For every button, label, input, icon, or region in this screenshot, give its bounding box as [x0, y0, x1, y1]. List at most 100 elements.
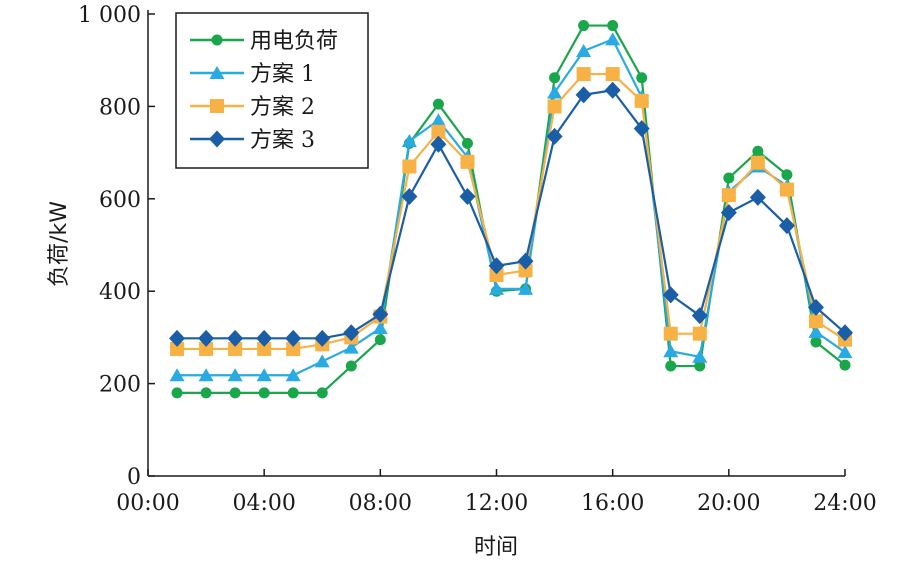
data-point — [604, 81, 621, 99]
data-point — [576, 67, 591, 82]
data-point — [663, 344, 679, 358]
x-tick-label: 24:00 — [813, 491, 876, 516]
data-point — [750, 155, 765, 170]
legend-item: 方案 2 — [190, 95, 315, 120]
data-point — [549, 72, 561, 84]
data-point — [489, 268, 504, 283]
data-point — [694, 360, 706, 372]
data-point — [605, 32, 621, 46]
data-point — [518, 263, 533, 278]
data-point — [314, 354, 330, 368]
data-point — [723, 172, 735, 184]
data-point — [198, 329, 215, 347]
data-point — [430, 113, 446, 127]
legend-label: 方案 2 — [250, 95, 315, 120]
data-point — [808, 314, 823, 329]
data-point — [518, 281, 534, 295]
data-point — [547, 99, 562, 114]
data-point — [343, 324, 360, 342]
x-tick-label: 08:00 — [349, 491, 412, 516]
legend-item: 方案 1 — [190, 62, 315, 87]
data-point — [402, 159, 417, 174]
data-point — [607, 20, 619, 32]
data-point — [720, 204, 737, 222]
data-point — [546, 127, 563, 145]
data-point — [258, 387, 270, 399]
y-tick-label: 600 — [99, 188, 141, 213]
data-point — [633, 120, 650, 138]
data-point — [634, 93, 649, 108]
data-point — [578, 20, 590, 32]
data-point — [778, 217, 795, 235]
series-3 — [170, 67, 852, 356]
data-point — [749, 188, 766, 206]
data-point — [810, 336, 822, 348]
data-point — [636, 72, 648, 84]
legend-label: 方案 3 — [250, 128, 315, 153]
data-point — [839, 359, 851, 371]
data-point — [837, 324, 853, 342]
data-point — [430, 135, 447, 153]
y-tick-label: 0 — [127, 465, 141, 490]
data-point — [256, 329, 273, 347]
data-point — [227, 368, 243, 382]
data-point — [286, 341, 301, 356]
data-point — [721, 188, 736, 203]
data-point — [692, 326, 707, 341]
data-point — [576, 43, 592, 57]
data-point — [401, 134, 417, 148]
data-point — [372, 305, 389, 323]
data-point — [401, 187, 418, 205]
data-point — [547, 85, 563, 99]
x-tick-label: 00:00 — [116, 491, 179, 516]
legend-marker — [209, 66, 225, 79]
legend-label: 方案 1 — [250, 62, 315, 87]
y-tick-label: 1 000 — [78, 3, 141, 28]
legend-item: 用电负荷 — [190, 29, 338, 54]
data-point — [808, 324, 824, 338]
y-tick-label: 200 — [99, 373, 141, 398]
legend-item: 方案 3 — [190, 128, 315, 153]
y-tick-label: 800 — [99, 95, 141, 120]
data-point — [316, 387, 328, 399]
data-point — [691, 307, 708, 325]
data-point — [752, 145, 764, 157]
data-point — [285, 329, 302, 347]
axes: 0 200 400 600 800 1 000 00:00 04:00 08:00 12:00 16… — [78, 3, 877, 516]
series-4 — [169, 81, 853, 347]
x-tick-label: 16:00 — [581, 491, 644, 516]
data-point — [781, 169, 793, 181]
data-point — [605, 67, 620, 82]
data-point — [431, 124, 446, 139]
legend-label: 用电负荷 — [250, 29, 338, 54]
series-1 — [171, 20, 851, 399]
data-point — [227, 329, 244, 347]
data-point — [256, 368, 272, 382]
series-2 — [169, 32, 853, 382]
data-point — [489, 281, 504, 295]
data-point — [372, 321, 388, 335]
data-point — [169, 368, 185, 382]
data-point — [198, 368, 214, 382]
data-point — [432, 98, 444, 110]
series-line — [177, 38, 846, 377]
data-point — [228, 341, 243, 356]
x-tick-label: 04:00 — [232, 491, 295, 516]
data-point — [692, 349, 708, 363]
data-point — [517, 252, 534, 270]
data-point — [314, 329, 331, 347]
data-point — [461, 137, 473, 149]
data-point — [169, 329, 186, 347]
data-point — [199, 341, 214, 356]
data-point — [663, 326, 678, 341]
data-point — [345, 360, 357, 372]
data-point — [343, 340, 359, 354]
x-tick-label: 12:00 — [465, 491, 528, 516]
data-point — [257, 341, 272, 356]
data-point — [807, 298, 824, 316]
data-point — [665, 360, 677, 372]
data-point — [837, 345, 853, 359]
series-layer — [169, 20, 853, 399]
x-tick-label: 20:00 — [697, 491, 760, 516]
